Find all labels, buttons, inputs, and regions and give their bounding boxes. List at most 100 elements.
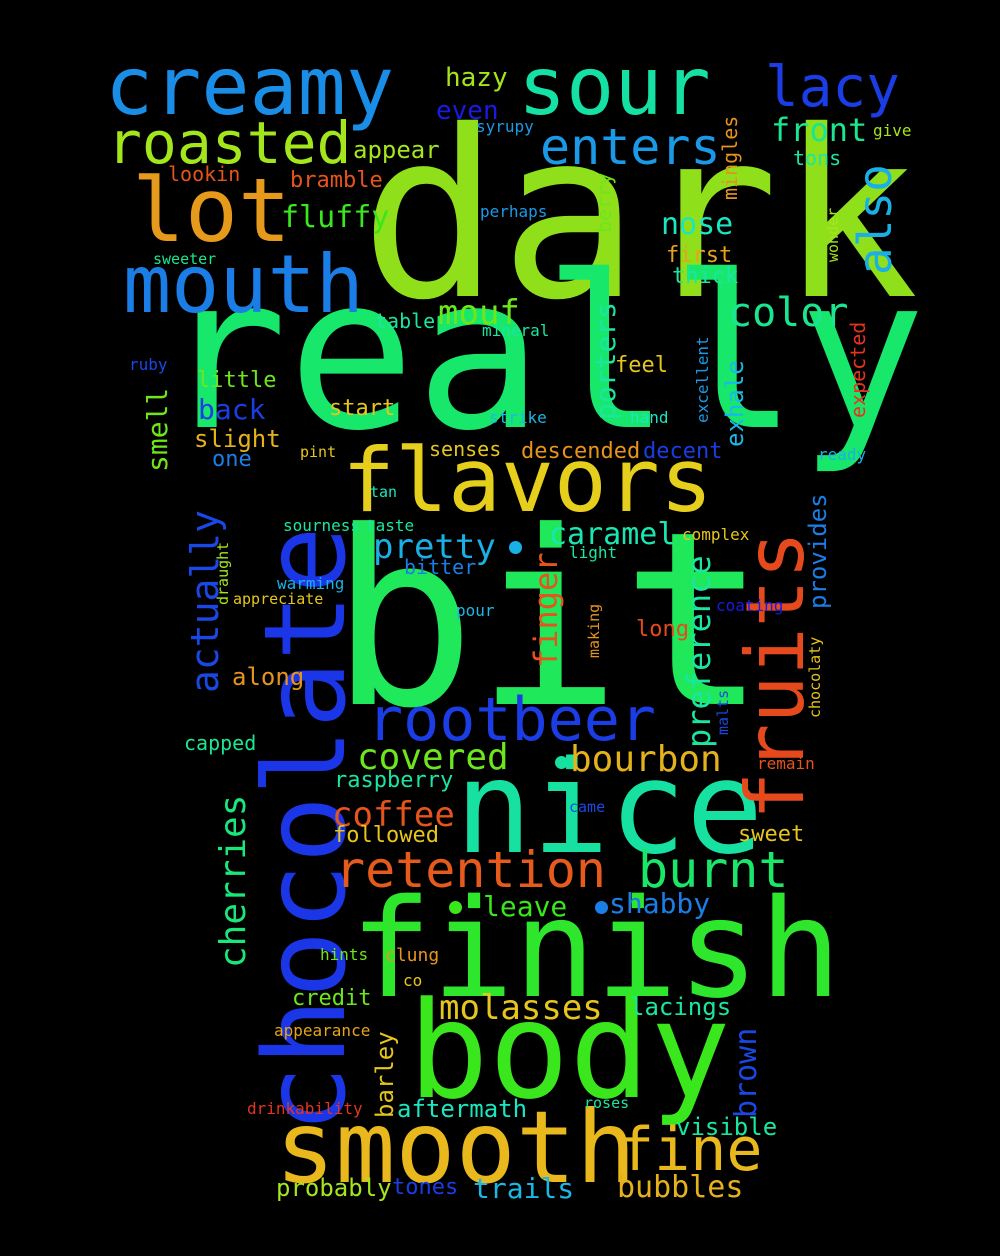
word-roses: roses [584,1094,630,1112]
word-little: little [197,368,277,393]
word-brown: brown [729,1027,764,1118]
word-remain: remain [757,754,815,773]
word-long: long [636,617,689,642]
dot-decoration [509,541,522,554]
word-tons: tons [793,146,842,170]
word-hand: hand [630,408,669,427]
word-rootbeer: rootbeer [367,685,656,755]
word-tones: tones [392,1175,459,1200]
word-chocolaty: chocolaty [806,636,824,718]
word-preference: preference [680,555,718,748]
word-thick: thick [672,264,739,289]
word-first: first [666,243,733,268]
word-co: co [403,971,423,990]
word-raspberry: raspberry [334,768,454,793]
word-draught: draught [214,541,232,605]
word-nice: nice [455,734,764,883]
dot-decoration [449,901,462,914]
word-decent: decent [643,439,723,464]
word-came: came [569,798,606,816]
word-one: one [212,447,252,472]
word-burnt: burnt [638,841,789,899]
word-bubbles: bubbles [617,1170,744,1205]
word-color: color [728,290,849,336]
word-senses: senses [429,437,502,461]
word-taste: taste [366,516,415,535]
word-along: along [232,663,305,691]
word-malts: malts [714,689,732,735]
word-roasted: roasted [107,109,352,177]
word-excellent: excellent [693,336,712,423]
word-bramble: bramble [290,168,383,193]
word-lacy: lacy [765,55,900,120]
word-leave: leave [483,890,568,923]
word-pour: pour [456,601,495,620]
word-caramel: caramel [549,517,676,552]
word-clung: clung [385,945,440,966]
word-table: table [375,309,436,333]
word-cherries: cherries [213,794,254,968]
word-feel: feel [615,353,668,378]
word-descended: descended [521,439,641,464]
word-shabby: shabby [609,887,711,920]
word-trails: trails [473,1172,575,1205]
word-appear: appear [353,136,440,164]
word-capped: capped [184,731,257,755]
word-berry: berry [592,172,616,233]
word-give: give [873,121,912,140]
word-provides: provides [804,493,832,609]
word-sourness: sourness [283,516,361,535]
word-appearance: appearance [274,1021,371,1040]
word-coffee: coffee [332,795,455,835]
word-pretty: pretty [373,527,496,567]
word-start: start [329,396,396,421]
word-tan: tan [370,483,398,501]
word-complex: complex [682,525,750,544]
word-visible: visible [676,1113,778,1141]
word-smell: smell [141,387,174,472]
word-drinkability: drinkability [247,1099,363,1118]
word-mineral: mineral [482,321,550,340]
word-also: also [848,164,902,275]
word-mingles: mingles [718,115,742,200]
word-warming: warming [277,574,345,593]
word-light: light [569,543,618,562]
word-enters: enters [540,118,721,176]
word-body: body [408,973,731,1129]
word-nose: nose [661,207,734,242]
word-followed: followed [333,823,439,848]
word-sweeter: sweeter [153,250,217,268]
word-dark: dark [360,81,919,351]
word-fine: fine [618,1115,763,1185]
word-covered: covered [357,737,509,778]
word-fluffy: fluffy [281,200,390,235]
word-lookin: lookin [168,162,241,186]
word-bit: bit [330,480,768,762]
word-appreciate: appreciate [233,590,324,608]
word-coating: coating [716,596,784,615]
word-front: front [771,111,868,149]
word-slight: slight [194,425,281,453]
word-aftermath: aftermath [397,1095,528,1123]
dot-decoration [595,901,608,914]
word-really: really [160,230,926,477]
word-wonder: wonder [824,207,842,262]
word-perhaps: perhaps [480,202,548,221]
word-credit: credit [292,986,372,1011]
word-finger: finger [527,552,565,668]
word-strike: strike [489,408,547,427]
word-molasses: molasses [439,988,603,1028]
word-lacings: lacings [630,993,732,1021]
word-flavors: flavors [342,429,713,532]
word-expected: expected [846,321,870,418]
word-bitter: bitter [404,555,477,579]
word-mouf: mouf [438,293,520,333]
word-pint: pint [300,443,337,461]
word-ruby: ruby [129,355,168,374]
word-ready: ready [818,445,867,464]
word-sweet: sweet [738,822,805,847]
word-even: even [436,96,499,126]
word-bourbon: bourbon [570,739,722,780]
word-back: back [198,393,266,426]
word-lot: lot [132,159,291,262]
